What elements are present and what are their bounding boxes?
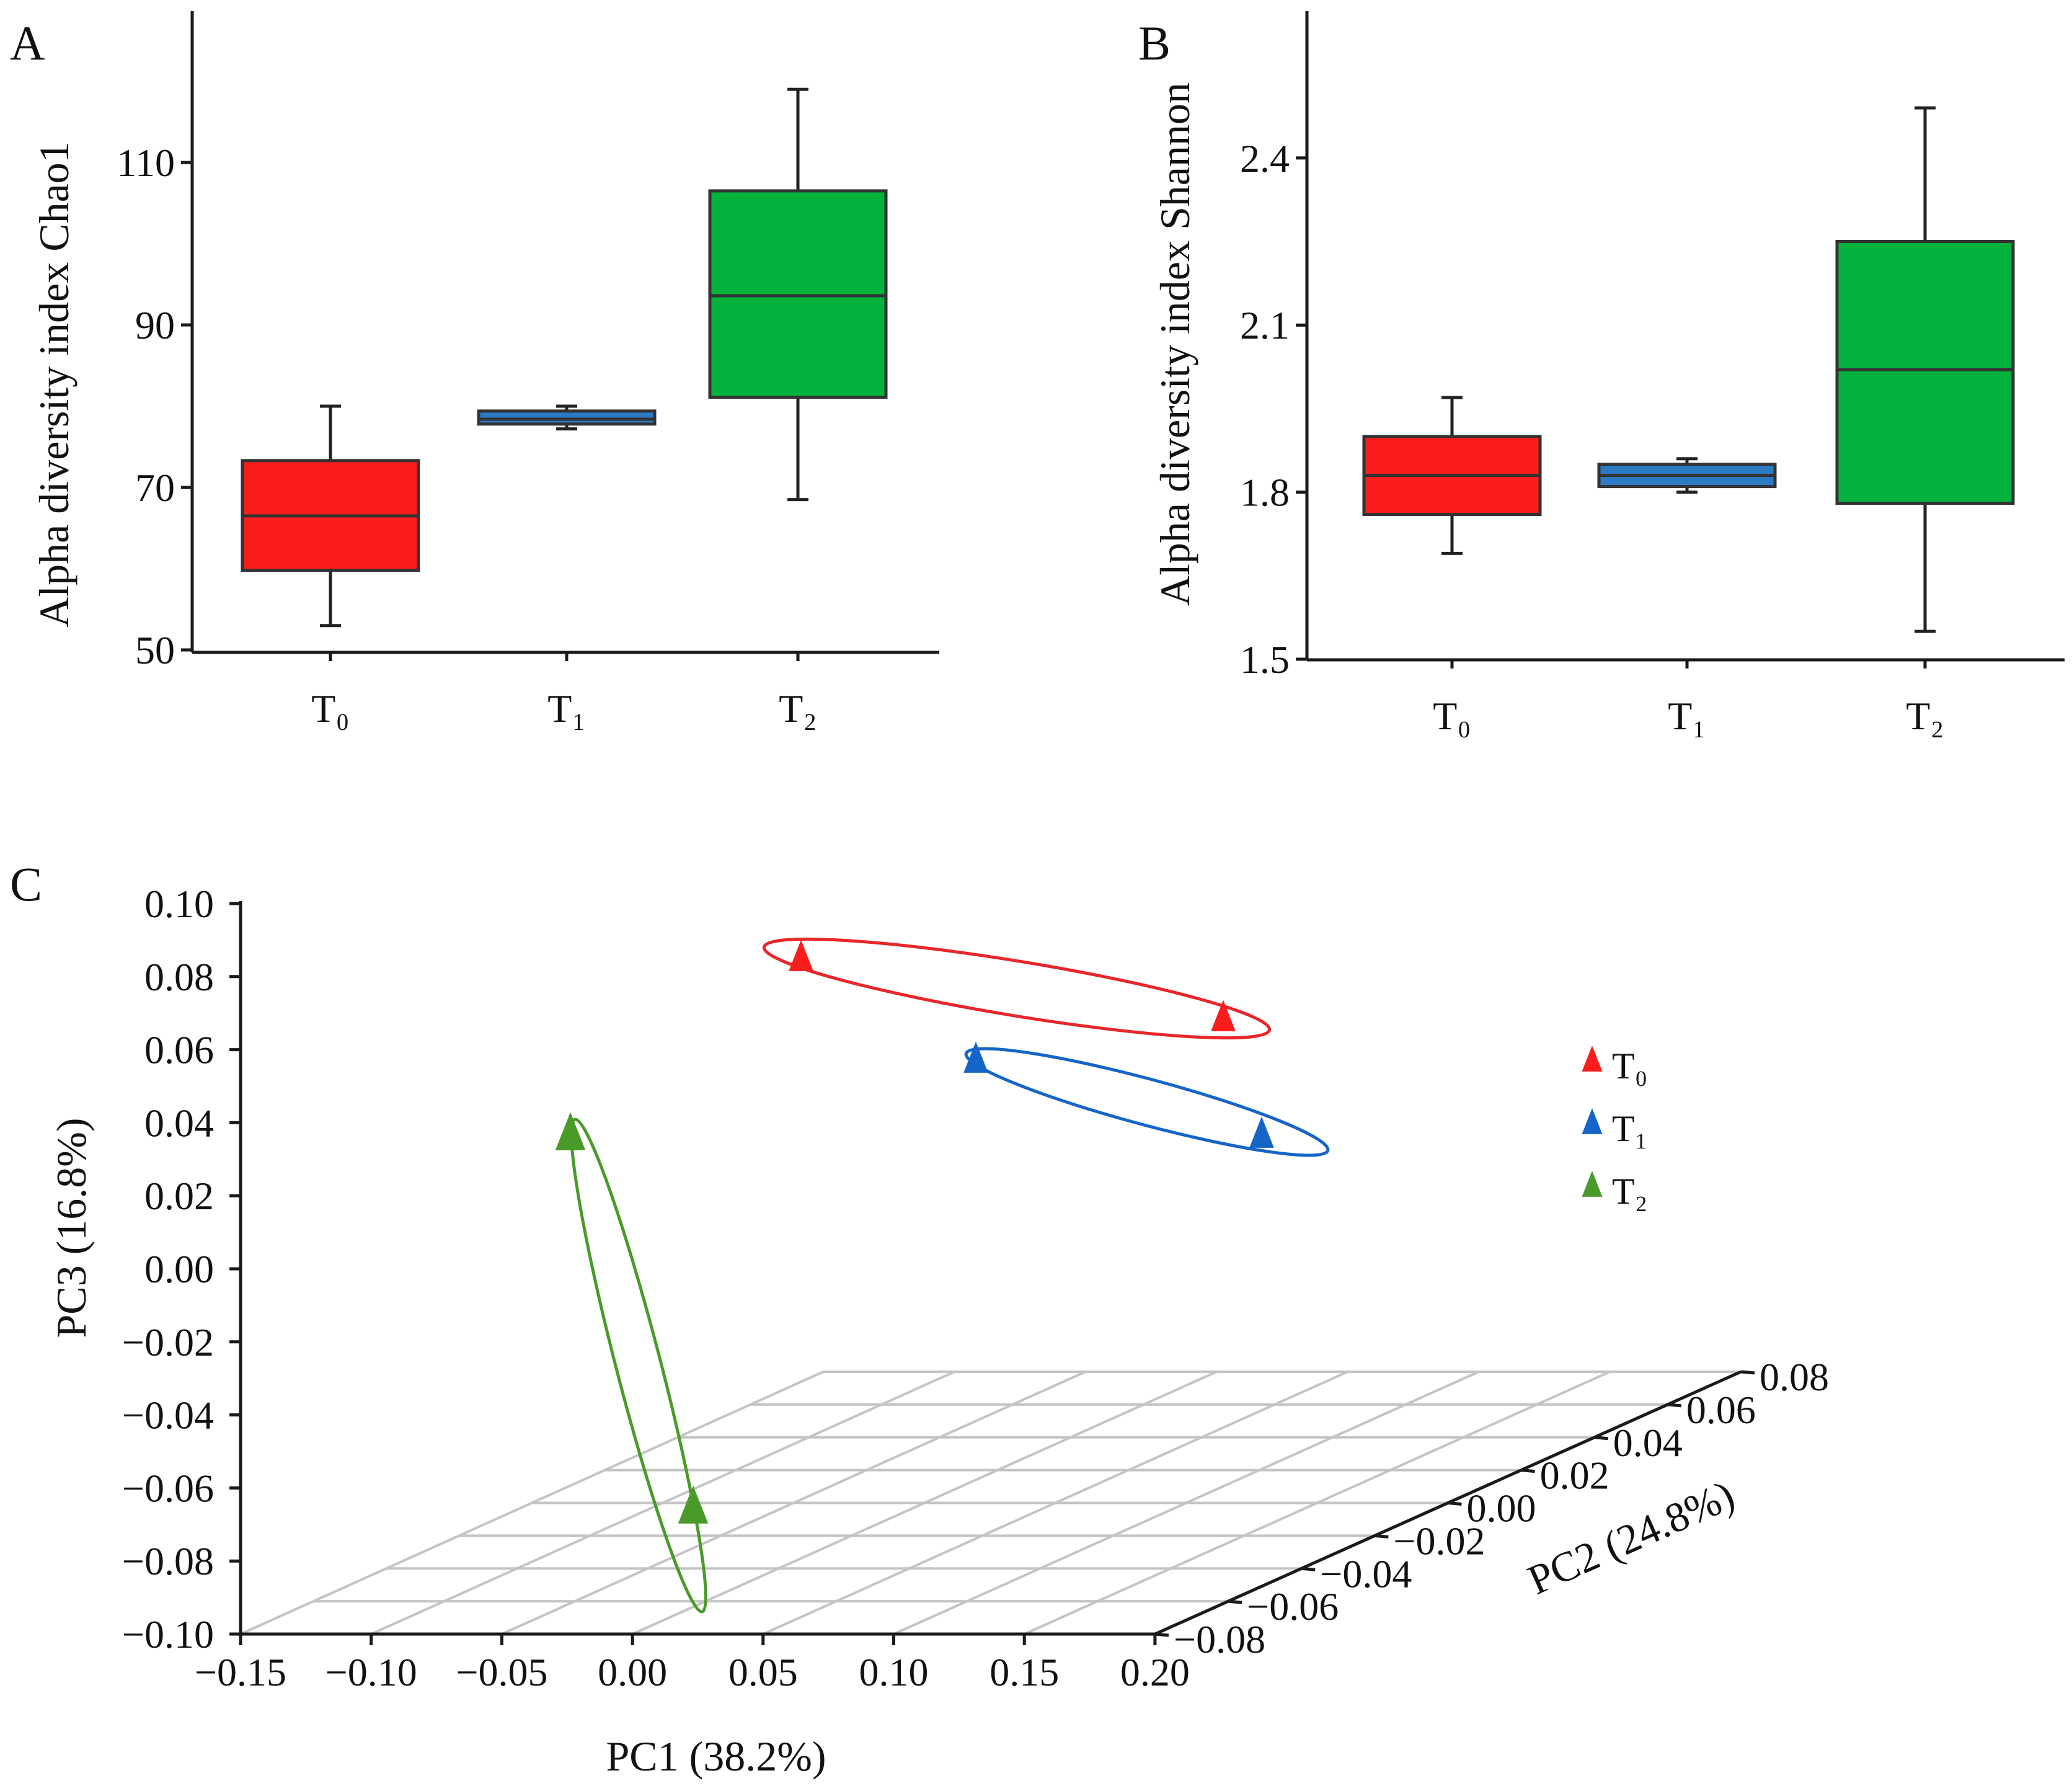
pc3-tick-label: 0.04 [144, 1101, 214, 1145]
panel-b-y-label: Alpha diversity index Shannon [1151, 82, 1198, 606]
grid-line [370, 1371, 955, 1635]
pc3-tick-label: 0.10 [144, 882, 214, 926]
panel-b-boxes [1362, 106, 2015, 633]
pc3-tick-label: −0.02 [122, 1320, 214, 1364]
b-x-tick-label: T₂ [1906, 694, 1944, 738]
b-y-tick-label: 1.8 [1240, 471, 1290, 515]
t1-ellipse [964, 1047, 1330, 1157]
legend-marker-t1 [1582, 1108, 1603, 1134]
pc2-tick [1521, 1468, 1535, 1473]
a-x-tick-label: T₀ [311, 686, 349, 731]
pc2-tick [1448, 1501, 1462, 1506]
a-y-tick-label: 110 [117, 141, 175, 185]
point-t1 [963, 1041, 988, 1073]
panel-c-legend: T₀ T₁ T₂ [1582, 1046, 1648, 1212]
panel-c-pc3-label: PC3 (16.8%) [48, 1117, 95, 1338]
panel-c-pc1-ticks: −0.15 −0.10 −0.05 0.00 0.05 0.10 0.15 0.20 [195, 1634, 1190, 1694]
pc2-tick-label: 0.08 [1760, 1355, 1829, 1399]
pc1-tick-label: −0.15 [195, 1650, 286, 1694]
panel-b: B 1.5 1.8 2.1 2.4 T₀ T₁ T₂ Alpha diversity in… [1138, 11, 2065, 738]
b-y-tick-label: 1.5 [1240, 638, 1290, 682]
a-y-tick-label: 70 [135, 466, 175, 510]
pc2-tick-label: 0.02 [1540, 1454, 1609, 1498]
pc2-tick [1301, 1566, 1316, 1571]
panel-b-x-ticks: T₀ T₁ T₂ [1433, 660, 1944, 738]
pc2-tick-label: −0.04 [1320, 1552, 1412, 1596]
legend-label-t1: T₁ [1612, 1108, 1648, 1149]
pc1-tick-label: −0.10 [325, 1650, 417, 1694]
panel-a-y-label: Alpha diversity index Chao1 [30, 141, 77, 628]
t2-ellipse [570, 1117, 707, 1614]
pc3-tick-label: 0.00 [144, 1247, 214, 1291]
panel-a-boxes [241, 87, 888, 628]
grid-line [632, 1371, 1218, 1635]
pc3-tick-label: −0.04 [122, 1393, 214, 1437]
pc2-tick-label: −0.06 [1247, 1584, 1339, 1628]
pc2-tick-label: 0.06 [1686, 1388, 1756, 1432]
pc3-tick-label: 0.08 [144, 955, 214, 999]
grid-line [893, 1371, 1479, 1635]
pc3-tick-label: −0.06 [122, 1466, 214, 1510]
panel-c-letter: C [10, 857, 42, 911]
b-x-tick-label: T₀ [1433, 694, 1471, 738]
pc1-tick-label: 0.00 [598, 1650, 667, 1694]
b-box [1835, 240, 2015, 505]
grid-line [501, 1371, 1086, 1635]
pc2-tick-label: −0.02 [1393, 1519, 1485, 1563]
grid-line [1024, 1371, 1611, 1635]
panel-b-y-ticks: 1.5 1.8 2.1 2.4 [1240, 136, 1307, 682]
a-y-tick-label: 90 [135, 303, 175, 347]
pc2-tick [1740, 1370, 1755, 1375]
pc1-tick-label: 0.10 [859, 1650, 929, 1694]
panel-a-x-ticks: T₀ T₁ T₂ [311, 652, 817, 731]
pc2-tick [1594, 1436, 1608, 1441]
point-t2 [555, 1112, 586, 1150]
pc2-tick-label: 0.00 [1467, 1486, 1536, 1531]
pc3-tick-label: 0.02 [144, 1174, 214, 1218]
b-x-tick-label: T₁ [1668, 694, 1706, 738]
a-x-tick-label: T₂ [779, 686, 817, 731]
panel-c-points [555, 940, 1274, 1524]
pc2-tick-label: −0.08 [1174, 1617, 1265, 1661]
legend-marker-t0 [1582, 1046, 1603, 1072]
pc2-tick [1228, 1599, 1242, 1604]
point-t2 [678, 1485, 709, 1524]
pc1-tick-label: −0.05 [456, 1650, 547, 1694]
pc1-tick-label: 0.05 [728, 1650, 798, 1694]
pc2-tick [1375, 1534, 1389, 1539]
a-box [477, 409, 657, 426]
t0-ellipse [762, 937, 1272, 1040]
pc1-tick-label: 0.15 [990, 1650, 1059, 1694]
pc2-tick-label: 0.04 [1613, 1421, 1683, 1465]
panel-c-pc3-ticks: −0.10 −0.08 −0.06 −0.04 −0.02 0.00 0.02 0.04 0.0… [122, 882, 241, 1656]
a-y-tick-label: 50 [135, 628, 175, 672]
pc3-tick-label: −0.10 [122, 1612, 214, 1656]
pc2-tick [1154, 1632, 1169, 1637]
panel-c-pc2-ticks: −0.08−0.06−0.04−0.020.000.020.040.060.08 [1154, 1355, 1829, 1661]
panel-a: A 50 70 90 110 T₀ T₁ T₂ Alpha diversity index… [10, 11, 939, 731]
point-t0 [1211, 1000, 1236, 1031]
legend-label-t2: T₂ [1612, 1171, 1648, 1212]
grid-line [240, 1371, 824, 1635]
panel-b-letter: B [1138, 16, 1171, 70]
a-box [708, 189, 888, 399]
panel-c-pc1-label: PC1 (38.2%) [606, 1733, 826, 1780]
panel-a-y-ticks: 50 70 90 110 [117, 141, 192, 672]
point-t0 [789, 940, 813, 971]
panel-a-letter: A [10, 16, 45, 70]
panel-c: C −0.10−0.08−0.06−0.04−0.020.000.020.040… [10, 857, 1829, 1780]
b-y-tick-label: 2.4 [1240, 136, 1290, 180]
legend-label-t0: T₀ [1612, 1046, 1648, 1086]
pc1-tick-label: 0.20 [1120, 1650, 1190, 1694]
pc3-tick-label: −0.08 [122, 1539, 214, 1583]
grid-line [763, 1371, 1348, 1635]
a-x-tick-label: T₁ [547, 686, 585, 731]
legend-marker-t2 [1582, 1171, 1603, 1197]
b-y-tick-label: 2.1 [1240, 303, 1290, 347]
pc3-tick-label: 0.06 [144, 1028, 214, 1072]
pc2-tick [1667, 1403, 1682, 1408]
point-t1 [1249, 1116, 1274, 1148]
